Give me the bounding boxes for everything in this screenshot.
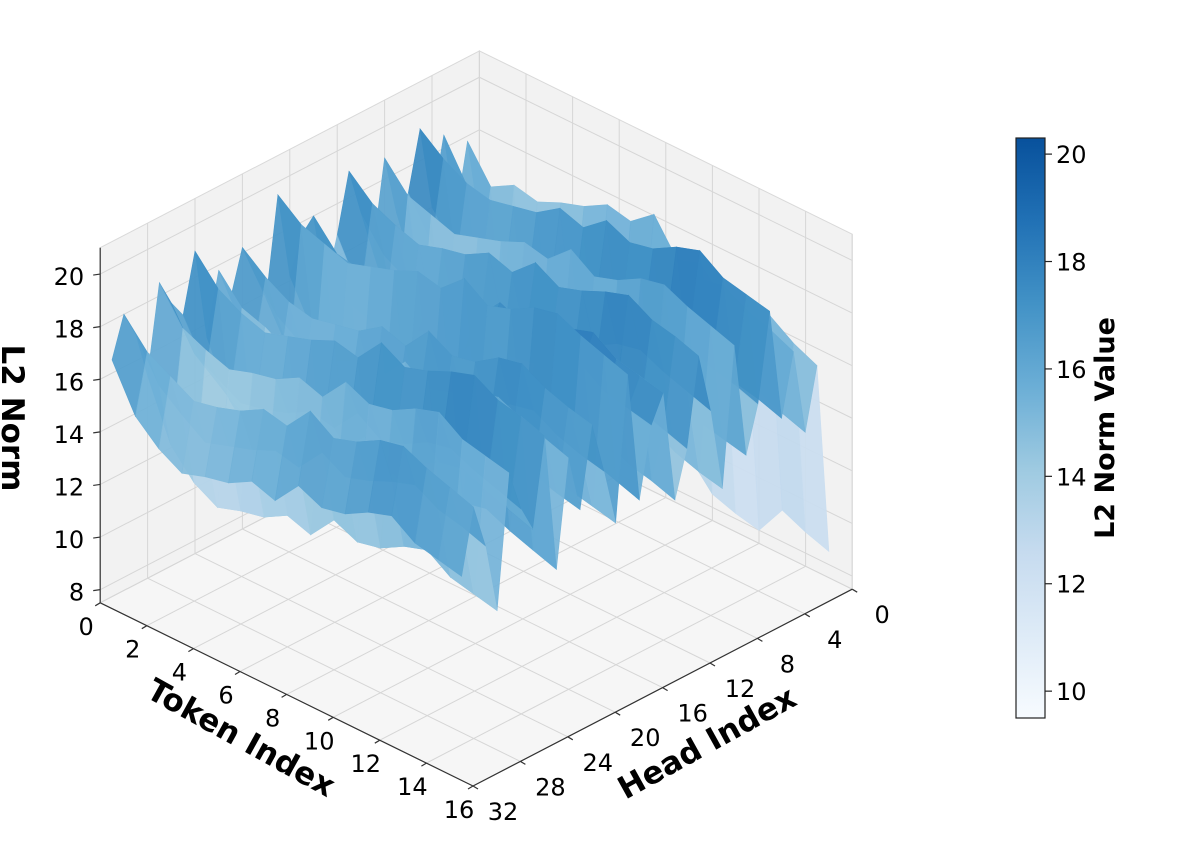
head-index-tick-label: 0 <box>875 601 890 629</box>
token-index-tick-mark <box>141 625 148 630</box>
l2-norm-tick-label: 8 <box>69 579 84 607</box>
colorbar-label: L2 Norm Value <box>1090 317 1121 539</box>
l2-norm-tick-mark <box>93 589 101 592</box>
token-index-tick-mark <box>94 602 101 607</box>
head-index-ticks: 0 4 8 12 16 20 24 28 32 <box>472 588 890 826</box>
head-index-tick-label: 8 <box>780 650 795 678</box>
head-index-tick-mark <box>567 736 574 741</box>
colorbar-tick-label: 10 <box>1056 678 1087 706</box>
head-index-tick-label: 32 <box>488 798 519 826</box>
token-index-tick-label: 8 <box>265 704 280 732</box>
z-gridline-right <box>479 76 853 261</box>
l2-norm-tick-label: 14 <box>54 421 85 449</box>
colorbar-ticks: 10 12 14 16 18 20 <box>1045 141 1087 706</box>
token-index-tick-label: 0 <box>79 613 94 641</box>
y-gridline-floor <box>147 577 521 762</box>
token-index-tick-label: 2 <box>125 636 140 664</box>
token-index-tick-label: 4 <box>172 659 187 687</box>
colorbar: 10 12 14 16 18 20 L2 Norm Value <box>1015 137 1121 719</box>
colorbar-tick-label: 18 <box>1056 249 1087 277</box>
token-index-tick-label: 6 <box>218 682 233 710</box>
token-index-tick-mark <box>281 693 287 698</box>
head-index-tick-mark <box>709 662 716 667</box>
head-index-tick-mark <box>804 613 811 618</box>
surface-facet <box>437 487 474 577</box>
colorbar-tick-label: 20 <box>1056 141 1087 169</box>
head-index-tick-label: 20 <box>630 724 661 752</box>
z-gridline-left <box>99 76 480 275</box>
head-index-tick-mark <box>757 637 763 642</box>
l2-norm-tick-mark <box>93 536 101 539</box>
head-index-tick-label: 4 <box>827 626 842 654</box>
head-index-tick-label: 12 <box>725 675 756 703</box>
head-index-tick-mark <box>851 588 858 593</box>
l2-norm-tick-label: 16 <box>54 368 85 396</box>
colorbar-tick-label: 14 <box>1056 463 1087 491</box>
head-index-tick-label: 28 <box>535 773 566 801</box>
l2-norm-tick-mark <box>93 326 101 329</box>
colorbar-tick-label: 12 <box>1056 571 1087 599</box>
token-index-tick-mark <box>188 648 194 653</box>
l2-norm-tick-label: 12 <box>54 473 85 501</box>
token-index-tick-mark <box>374 739 381 744</box>
head-index-tick-mark <box>614 711 621 716</box>
l2-norm-axis-label: L2 Norm <box>0 345 30 492</box>
y-gridline-floor <box>242 528 616 713</box>
token-index-tick-mark <box>421 762 427 767</box>
l2-norm-tick-label: 10 <box>54 526 85 554</box>
token-index-tick-label: 16 <box>444 796 475 824</box>
l2-norm-tick-label: 20 <box>54 263 85 291</box>
surface-mesh <box>111 127 830 612</box>
head-index-tick-mark <box>520 760 526 765</box>
head-index-tick-mark <box>662 687 668 692</box>
l2-norm-tick-mark <box>93 273 101 276</box>
head-index-tick-label: 24 <box>583 749 614 777</box>
colorbar-gradient <box>1015 137 1046 719</box>
token-index-tick-label: 14 <box>397 773 428 801</box>
head-index-tick-label: 16 <box>677 700 708 728</box>
l2-norm-tick-label: 18 <box>54 316 85 344</box>
colorbar-tick-label: 16 <box>1056 356 1087 384</box>
token-index-ticks: 0 2 4 6 8 10 12 14 16 <box>79 602 475 824</box>
token-index-tick-mark <box>467 785 474 790</box>
token-index-tick-label: 12 <box>351 750 382 778</box>
z-gridline-right <box>479 129 853 314</box>
l2-norm-ticks: 8 10 12 14 16 18 20 <box>54 263 101 607</box>
head-index-tick-mark <box>472 785 479 790</box>
l2-norm-tick-mark <box>93 483 101 487</box>
token-index-tick-mark <box>327 716 334 721</box>
token-index-tick-label: 10 <box>304 727 335 755</box>
token-index-tick-mark <box>234 670 241 676</box>
l2-norm-tick-mark <box>93 378 101 381</box>
l2-norm-tick-mark <box>93 431 101 434</box>
y-gridline-floor <box>194 553 569 738</box>
